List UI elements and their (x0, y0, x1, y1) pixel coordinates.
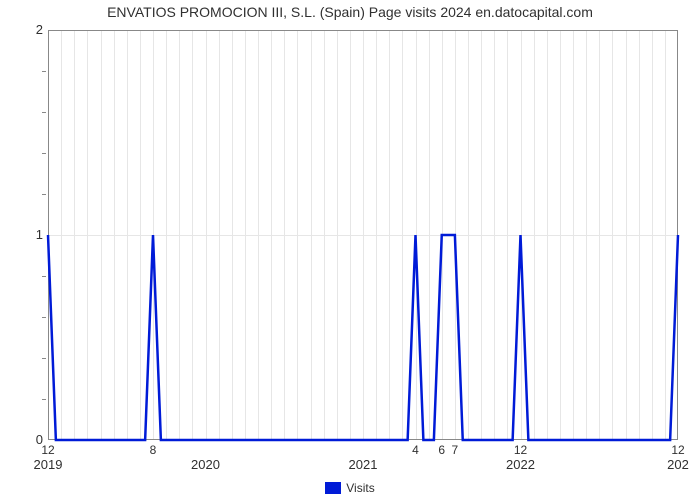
x-major-label: 2019 (26, 457, 70, 472)
chart-container: ENVATIOS PROMOCION III, S.L. (Spain) Pag… (0, 0, 700, 500)
x-minor-label: 7 (443, 443, 467, 457)
x-minor-label: 4 (404, 443, 428, 457)
legend-swatch (325, 482, 341, 494)
x-minor-label: 12 (509, 443, 533, 457)
x-major-label: 2020 (184, 457, 228, 472)
chart-title: ENVATIOS PROMOCION III, S.L. (Spain) Pag… (0, 4, 700, 20)
plot-area (48, 30, 678, 440)
x-minor-label: 8 (141, 443, 165, 457)
y-tick-label: 1 (13, 227, 43, 242)
visits-line (48, 30, 678, 440)
y-tick-label: 2 (13, 22, 43, 37)
x-minor-label: 12 (666, 443, 690, 457)
x-minor-label: 12 (36, 443, 60, 457)
x-major-label: 2021 (341, 457, 385, 472)
legend: Visits (0, 480, 700, 495)
legend-label: Visits (346, 481, 374, 495)
x-major-label: 202 (656, 457, 700, 472)
x-major-label: 2022 (499, 457, 543, 472)
